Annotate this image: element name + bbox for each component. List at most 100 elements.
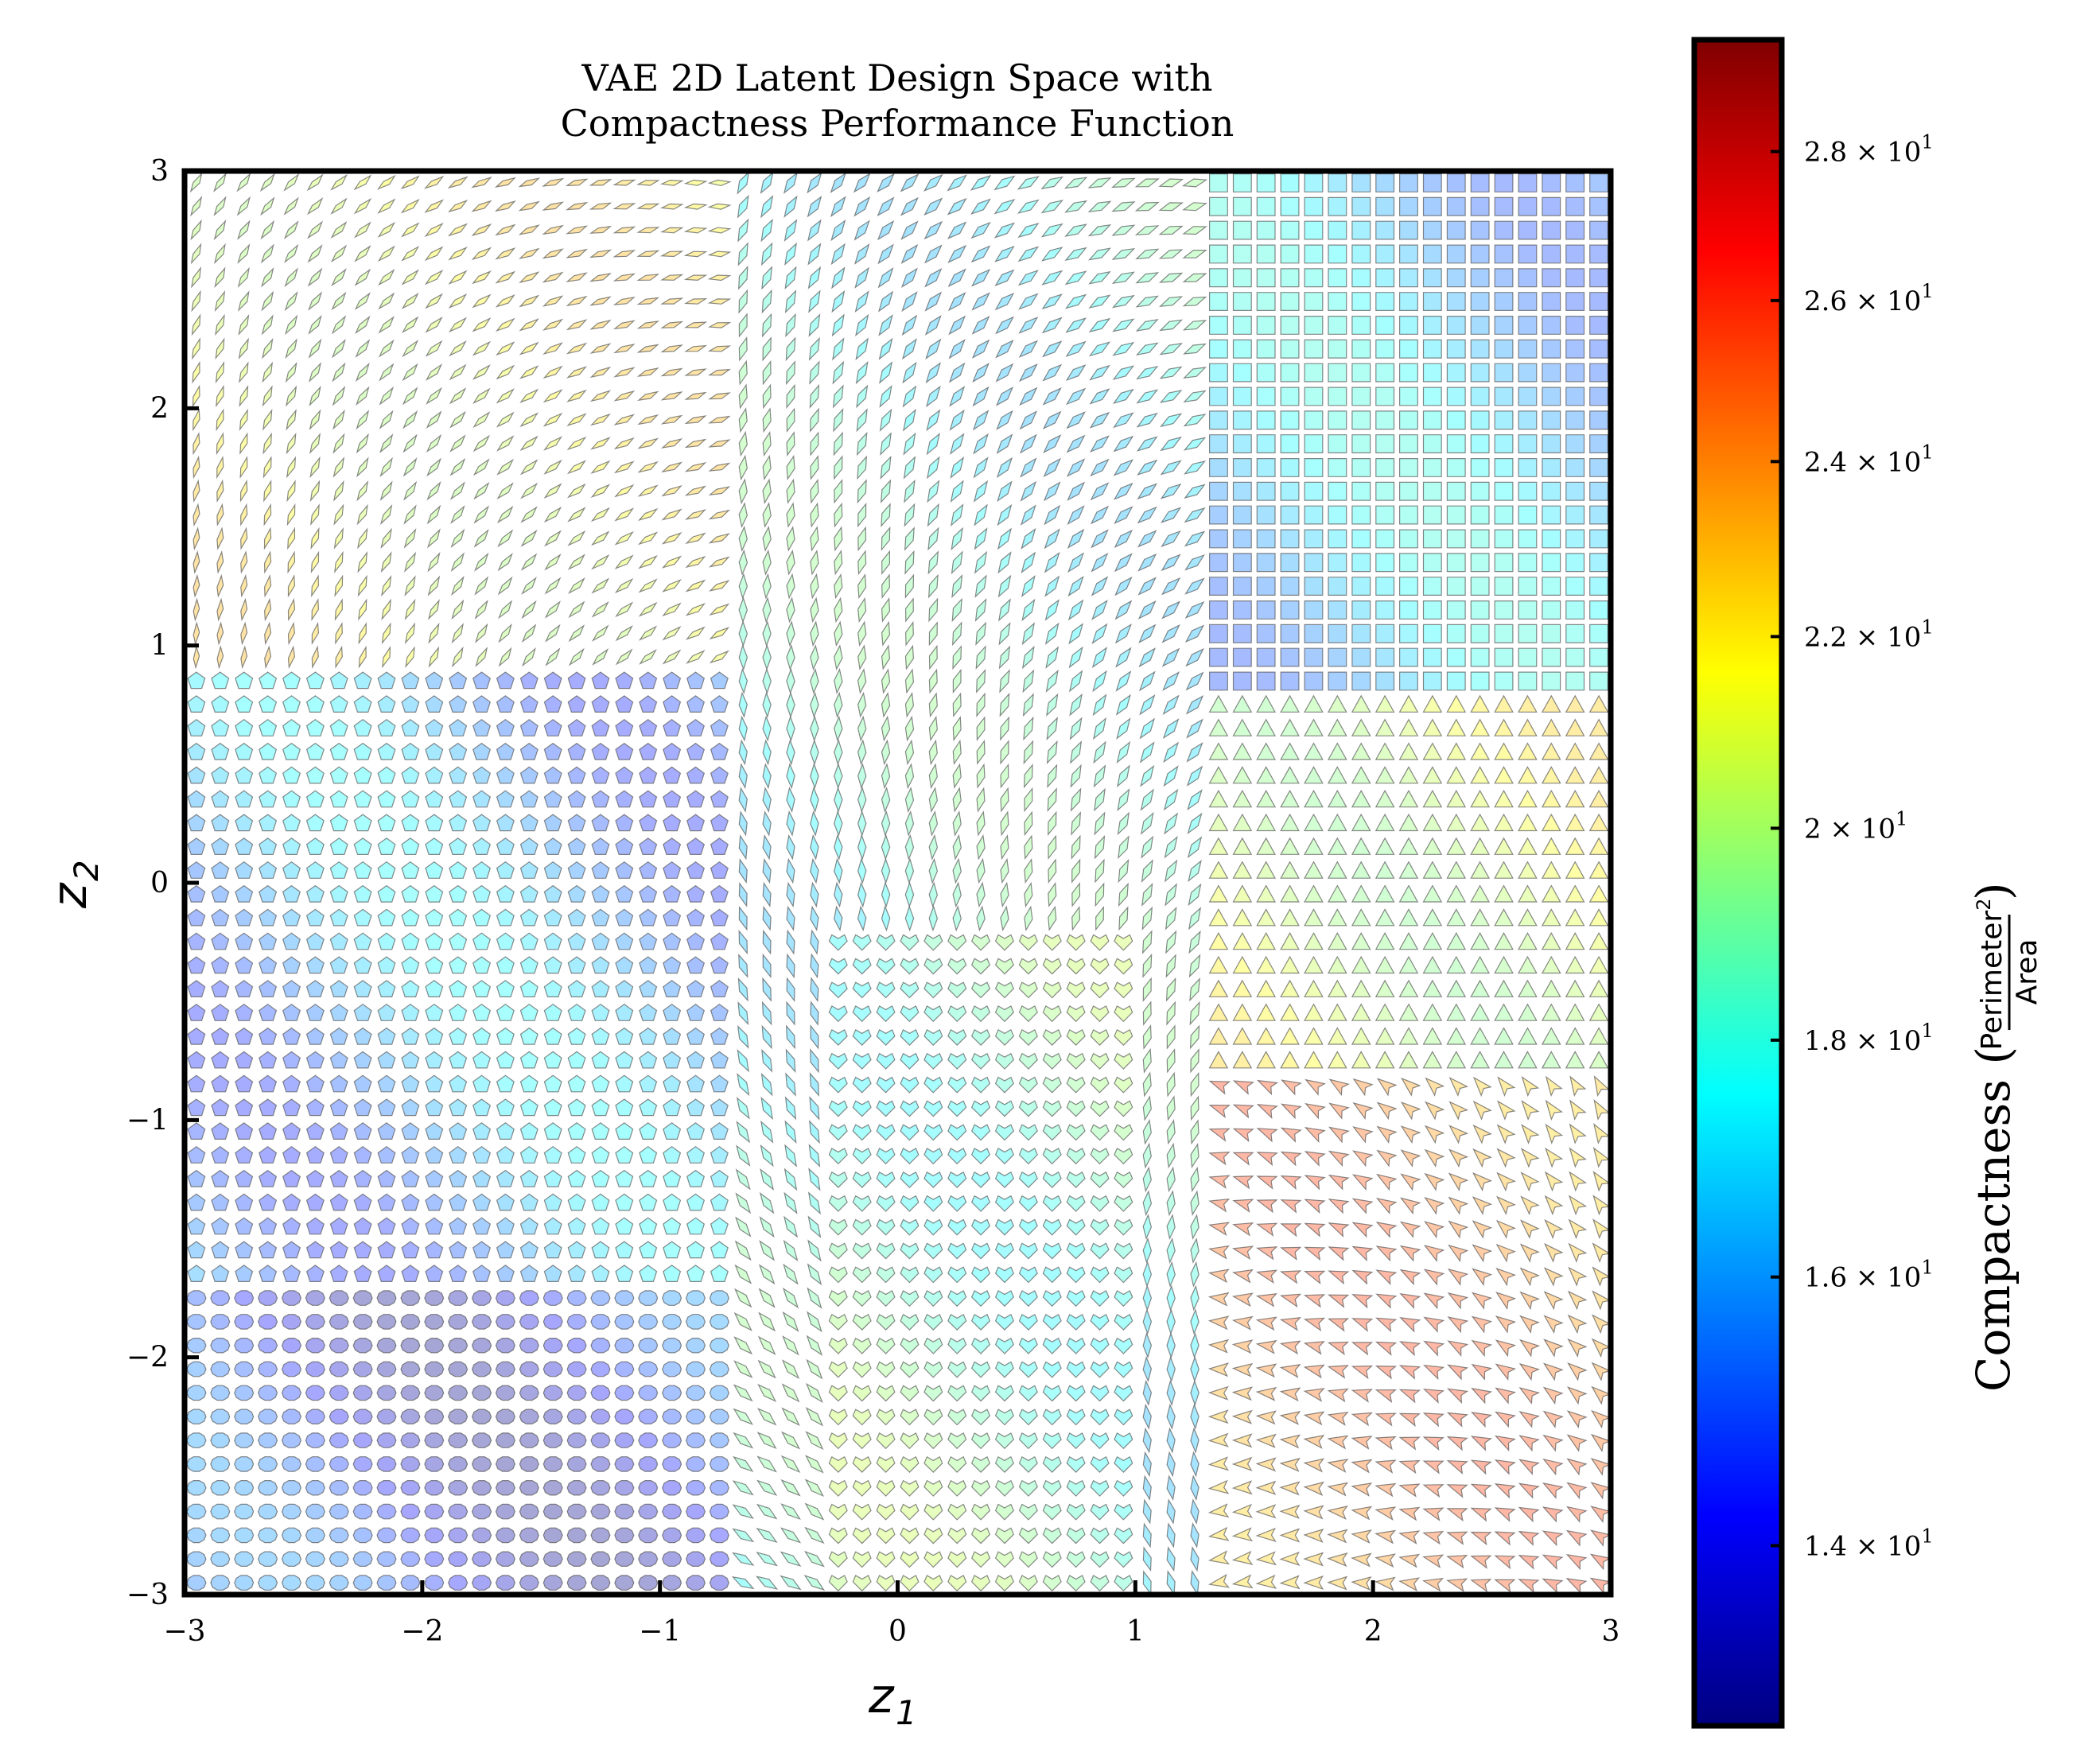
shape-glyph-diamond bbox=[880, 455, 892, 480]
shape-glyph-leaf bbox=[239, 432, 248, 455]
shape-glyph-ellipse bbox=[638, 1314, 659, 1330]
shape-glyph-diamond bbox=[805, 1455, 824, 1474]
shape-glyph-diamond bbox=[1142, 1308, 1153, 1335]
shape-glyph-triangle bbox=[1494, 1051, 1514, 1069]
shape-glyph-leaf bbox=[707, 203, 732, 210]
shape-glyph-heart bbox=[1114, 1052, 1133, 1070]
shape-glyph-leaf bbox=[494, 200, 516, 212]
shape-glyph-leaf bbox=[544, 600, 562, 619]
shape-glyph-leaf bbox=[449, 340, 467, 357]
shape-glyph-heart bbox=[994, 1005, 1015, 1023]
shape-glyph-pentagon bbox=[663, 837, 682, 856]
shape-glyph-diamond bbox=[1166, 1403, 1176, 1430]
shape-glyph-heart bbox=[923, 958, 943, 975]
shape-glyph-diamond bbox=[1137, 553, 1157, 572]
shape-glyph-diamond bbox=[737, 1001, 749, 1026]
shape-glyph-pentagon bbox=[187, 718, 206, 736]
shape-glyph-pentagon bbox=[615, 1241, 634, 1259]
y-tick-label: 3 bbox=[150, 155, 169, 188]
shape-glyph-arrowhead bbox=[1471, 1339, 1493, 1358]
shape-glyph-diamond bbox=[1067, 599, 1084, 621]
shape-glyph-pentagon bbox=[282, 1003, 301, 1021]
shape-glyph-pentagon bbox=[259, 671, 278, 690]
shape-glyph-diamond bbox=[1190, 1332, 1200, 1359]
shape-glyph-square bbox=[1280, 671, 1300, 691]
shape-glyph-leaf bbox=[590, 507, 610, 523]
shape-glyph-square bbox=[1542, 220, 1561, 240]
shape-glyph-leaf bbox=[333, 480, 344, 502]
shape-glyph-triangle bbox=[1256, 789, 1277, 808]
shape-glyph-leaf bbox=[357, 574, 367, 597]
shape-glyph-diamond bbox=[735, 1168, 751, 1191]
shape-glyph-square bbox=[1446, 481, 1466, 501]
shape-glyph-diamond bbox=[732, 1552, 755, 1566]
shape-glyph-ellipse bbox=[424, 1385, 445, 1401]
shape-glyph-heart bbox=[852, 981, 872, 999]
shape-glyph-square bbox=[1422, 173, 1442, 192]
shape-glyph-diamond bbox=[760, 1168, 775, 1191]
shape-glyph-diamond bbox=[810, 977, 819, 1003]
shape-glyph-arrowhead bbox=[1542, 1410, 1564, 1428]
shape-glyph-arrowhead bbox=[1521, 1076, 1540, 1098]
shape-glyph-leaf bbox=[260, 243, 274, 264]
shape-glyph-square bbox=[1351, 553, 1371, 573]
shape-glyph-leaf bbox=[662, 602, 682, 617]
shape-glyph-ellipse bbox=[471, 1575, 492, 1591]
shape-glyph-square bbox=[1208, 624, 1228, 643]
shape-glyph-diamond bbox=[1183, 437, 1207, 451]
shape-glyph-leaf bbox=[216, 550, 224, 574]
shape-glyph-arrowhead bbox=[1255, 1246, 1278, 1261]
shape-glyph-diamond bbox=[1184, 530, 1206, 547]
shape-glyph-square bbox=[1518, 387, 1538, 406]
shape-glyph-leaf bbox=[708, 509, 731, 520]
shape-glyph-pentagon bbox=[377, 1122, 396, 1140]
shape-glyph-ellipse bbox=[329, 1385, 349, 1401]
shape-glyph-diamond bbox=[1091, 599, 1108, 620]
shape-glyph-diamond bbox=[1160, 413, 1183, 428]
shape-glyph-ellipse bbox=[542, 1551, 563, 1568]
shape-glyph-diamond bbox=[1184, 600, 1205, 619]
shape-glyph-square bbox=[1589, 410, 1609, 430]
shape-glyph-triangle bbox=[1398, 955, 1419, 974]
shape-glyph-diamond bbox=[737, 1049, 749, 1073]
shape-glyph-diamond bbox=[738, 739, 748, 766]
shape-glyph-leaf bbox=[543, 436, 563, 451]
shape-glyph-arrowhead bbox=[1518, 1459, 1540, 1476]
shape-glyph-heart bbox=[828, 1455, 848, 1473]
shape-glyph-diamond bbox=[786, 787, 795, 814]
shape-glyph-heart bbox=[852, 1313, 872, 1331]
shape-glyph-triangle bbox=[1541, 955, 1561, 974]
shape-glyph-heart bbox=[1090, 1551, 1110, 1568]
shape-glyph-arrowhead bbox=[1446, 1555, 1468, 1569]
shape-glyph-arrowhead bbox=[1351, 1174, 1374, 1191]
shape-glyph-leaf bbox=[660, 297, 684, 305]
shape-glyph-square bbox=[1304, 457, 1324, 477]
shape-glyph-arrowhead bbox=[1255, 1410, 1277, 1425]
shape-glyph-arrowhead bbox=[1519, 1291, 1540, 1311]
shape-glyph-diamond bbox=[928, 644, 938, 670]
shape-glyph-pentagon bbox=[282, 1122, 301, 1140]
shape-glyph-arrowhead bbox=[1375, 1436, 1397, 1451]
shape-glyph-diamond bbox=[1190, 1119, 1200, 1145]
shape-glyph-ellipse bbox=[329, 1337, 349, 1354]
shape-glyph-square bbox=[1542, 434, 1561, 454]
shape-glyph-diamond bbox=[857, 691, 867, 718]
shape-glyph-leaf bbox=[428, 599, 440, 620]
shape-glyph-arrowhead bbox=[1400, 1173, 1421, 1191]
shape-glyph-ellipse bbox=[566, 1551, 587, 1568]
shape-glyph-ellipse bbox=[329, 1551, 349, 1568]
shape-glyph-diamond bbox=[1141, 882, 1153, 907]
shape-glyph-ellipse bbox=[566, 1479, 587, 1496]
shape-glyph-heart bbox=[900, 1551, 920, 1568]
shape-glyph-heart bbox=[1018, 1124, 1038, 1141]
shape-glyph-diamond bbox=[952, 716, 962, 742]
shape-glyph-diamond bbox=[927, 480, 940, 503]
shape-glyph-diamond bbox=[952, 857, 962, 884]
shape-glyph-diamond bbox=[1090, 435, 1110, 453]
shape-glyph-heart bbox=[828, 1005, 848, 1023]
shape-glyph-pentagon bbox=[425, 695, 444, 713]
shape-glyph-triangle bbox=[1565, 1027, 1585, 1045]
shape-glyph-diamond bbox=[949, 433, 965, 455]
shape-glyph-pentagon bbox=[496, 1098, 515, 1117]
shape-glyph-square bbox=[1280, 457, 1300, 477]
